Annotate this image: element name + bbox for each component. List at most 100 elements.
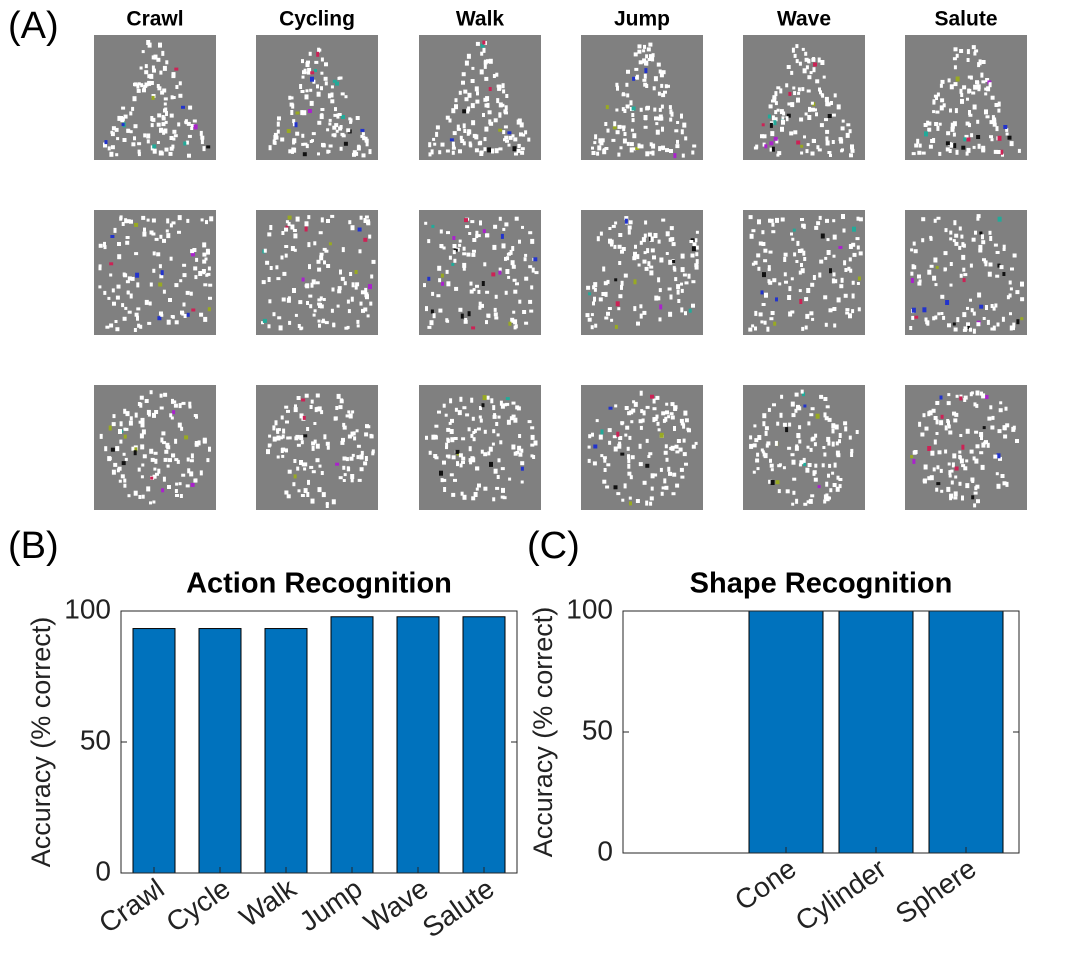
dot — [332, 499, 336, 504]
dot — [644, 251, 647, 254]
dot — [772, 147, 775, 152]
dot — [356, 320, 359, 324]
dot — [353, 436, 356, 440]
dot — [293, 148, 296, 153]
dot — [483, 262, 486, 266]
dot — [805, 326, 808, 330]
dot — [671, 112, 674, 117]
dot — [262, 280, 266, 284]
dot — [955, 108, 958, 113]
dot — [105, 326, 109, 329]
dot — [987, 417, 991, 421]
dot — [653, 399, 656, 404]
x-tick-label: Wave — [358, 873, 434, 939]
dot — [115, 327, 119, 331]
dot — [786, 489, 790, 493]
dot — [194, 478, 197, 482]
dot — [306, 89, 309, 92]
dot — [186, 291, 190, 295]
dot — [160, 314, 163, 317]
dot — [333, 133, 337, 136]
dot — [512, 311, 515, 314]
dot — [281, 256, 284, 260]
dot — [1003, 248, 1006, 251]
dot — [796, 241, 799, 246]
dot — [923, 413, 926, 417]
dot — [798, 249, 802, 253]
dot — [464, 318, 467, 322]
dot — [960, 99, 964, 104]
dot — [691, 280, 695, 283]
dot — [971, 495, 974, 499]
dot — [811, 102, 814, 105]
dot — [618, 245, 622, 249]
dot — [301, 399, 305, 402]
dot — [357, 324, 360, 327]
dot — [270, 266, 273, 270]
dot — [191, 483, 195, 487]
dot — [664, 486, 668, 490]
dot — [987, 443, 990, 448]
dot — [451, 493, 455, 497]
dot — [852, 281, 855, 285]
dot — [439, 471, 443, 476]
dot — [949, 109, 952, 113]
dot — [203, 439, 207, 444]
stimulus-image — [743, 210, 865, 335]
dot — [613, 121, 616, 126]
dot — [365, 456, 368, 461]
stimulus-image — [419, 210, 541, 335]
dot — [843, 421, 847, 425]
dot — [431, 225, 434, 228]
dot — [477, 290, 480, 294]
dot — [793, 130, 797, 134]
dot — [810, 71, 813, 74]
dot — [922, 152, 926, 155]
dot — [326, 128, 329, 131]
dot — [636, 254, 639, 259]
dot — [983, 426, 986, 429]
dot — [186, 141, 189, 145]
dot — [757, 435, 761, 440]
dot — [782, 116, 785, 119]
dot — [918, 422, 921, 427]
dot — [513, 137, 517, 141]
dot — [528, 231, 532, 234]
dot — [757, 267, 760, 271]
dot — [994, 304, 997, 308]
dot — [801, 87, 804, 91]
dot — [991, 96, 995, 100]
dot — [462, 72, 466, 76]
dot — [653, 86, 656, 90]
dot — [431, 292, 434, 296]
dot — [596, 419, 599, 422]
dot — [453, 131, 457, 135]
x-tick-label: Walk — [234, 872, 303, 933]
dot — [808, 107, 811, 112]
stimulus-background — [419, 385, 541, 510]
dot — [940, 98, 944, 102]
dot — [314, 69, 317, 72]
dot — [673, 268, 676, 272]
dot — [781, 120, 785, 125]
dot — [146, 134, 150, 139]
dot — [825, 137, 828, 141]
y-axis-label: Accuracy (% correct) — [528, 607, 558, 858]
dot — [502, 243, 506, 248]
dot — [762, 450, 765, 453]
dot — [657, 63, 661, 67]
dot — [788, 92, 791, 96]
dot — [626, 105, 630, 109]
dot — [826, 405, 830, 408]
dot — [805, 113, 808, 116]
dot — [295, 132, 299, 136]
dot — [305, 394, 309, 398]
dot — [776, 480, 780, 484]
dot — [979, 305, 983, 309]
dot — [771, 223, 774, 227]
dot — [807, 59, 810, 63]
dot — [762, 123, 765, 126]
dot — [151, 123, 154, 127]
dot — [337, 289, 341, 293]
dot — [777, 464, 781, 467]
